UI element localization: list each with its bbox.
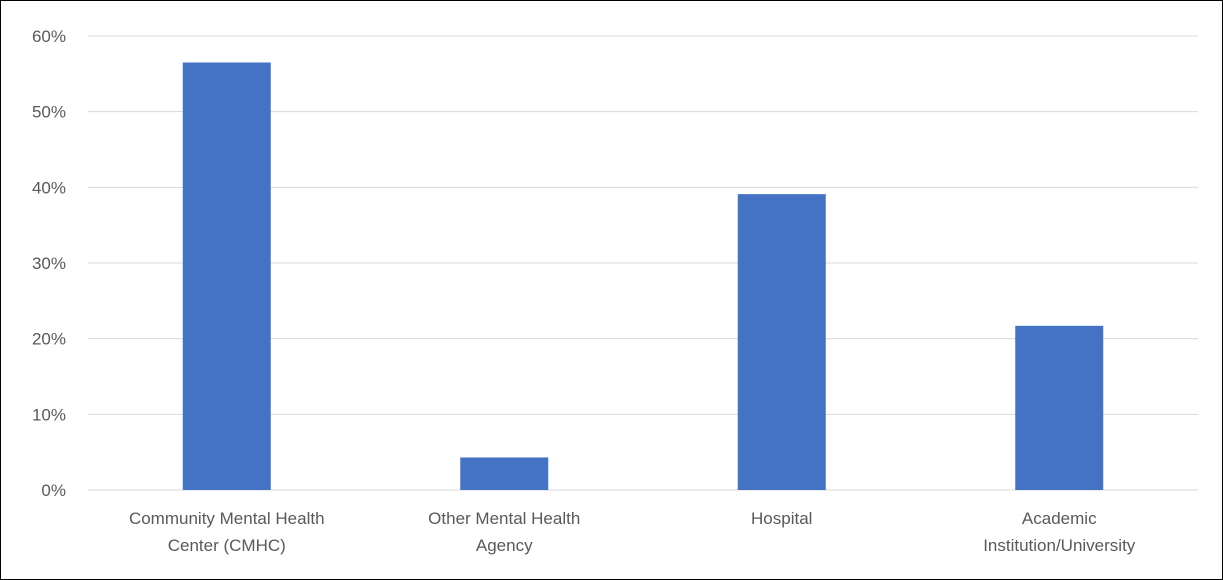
x-category-label: Academic: [1022, 509, 1097, 528]
y-tick-label: 40%: [32, 178, 66, 197]
x-category-label: Community Mental Health: [129, 509, 325, 528]
y-tick-label: 30%: [32, 254, 66, 273]
x-category-label: Other Mental Health: [428, 509, 580, 528]
x-axis-labels: Community Mental Health Center (CMHC) Othe…: [129, 509, 1136, 555]
y-tick-label: 10%: [32, 405, 66, 424]
y-axis-ticks: 0% 10% 20% 30% 40% 50% 60%: [32, 27, 66, 500]
bars: [182, 62, 1104, 491]
x-category-label: Hospital: [751, 509, 812, 528]
x-category-label: Agency: [476, 536, 533, 555]
x-category-label: Center (CMHC): [168, 536, 286, 555]
bar: [182, 62, 271, 490]
y-tick-label: 50%: [32, 103, 66, 122]
bar: [1015, 325, 1104, 490]
bar: [737, 194, 826, 491]
y-tick-label: 20%: [32, 330, 66, 349]
y-tick-label: 60%: [32, 27, 66, 46]
x-category-label: Institution/University: [983, 536, 1136, 555]
bar: [460, 457, 549, 490]
y-tick-label: 0%: [41, 481, 66, 500]
gridlines: [88, 35, 1198, 491]
